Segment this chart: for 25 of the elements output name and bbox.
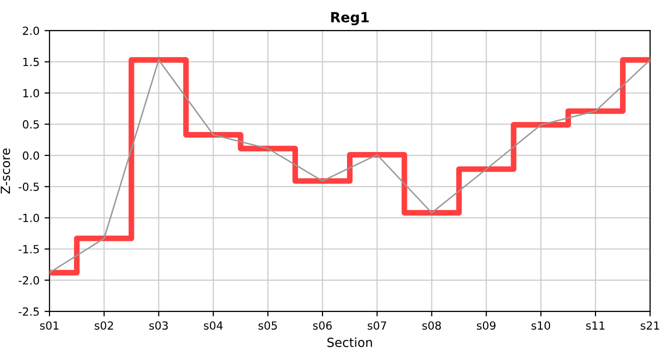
y-tick-label: -1.5 xyxy=(18,245,39,254)
x-tick-label: s07 xyxy=(368,321,386,330)
y-tick-label: 1.5 xyxy=(23,58,39,66)
x-tick-label: s06 xyxy=(313,321,332,330)
y-tick-label: -0.5 xyxy=(18,182,39,191)
x-tick-label: s21 xyxy=(640,321,660,330)
y-tick-label: -2.5 xyxy=(18,307,39,316)
x-tick-label: s03 xyxy=(149,321,168,330)
x-tick-label: s10 xyxy=(532,321,550,330)
y-tick-label: -1.0 xyxy=(18,214,40,222)
x-tick-label: s08 xyxy=(422,321,441,330)
y-tick-label: 2.0 xyxy=(22,26,40,35)
x-tick-label: s02 xyxy=(94,321,113,330)
x-tick-label: s01 xyxy=(40,321,58,330)
y-axis-title: Z-score xyxy=(0,148,10,194)
y-tick-label: 0.0 xyxy=(22,151,40,160)
chart-title: Reg1 xyxy=(331,12,369,26)
x-tick-label: s04 xyxy=(204,321,223,330)
y-tick-label: 1.0 xyxy=(23,88,40,98)
y-tick-label: -2.0 xyxy=(18,276,40,285)
x-tick-label: s09 xyxy=(476,321,496,330)
x-tick-label: s05 xyxy=(258,321,277,330)
y-tick-label: 0.5 xyxy=(22,120,39,129)
x-axis-title: Section xyxy=(327,337,372,348)
x-tick-label: s11 xyxy=(586,321,604,330)
